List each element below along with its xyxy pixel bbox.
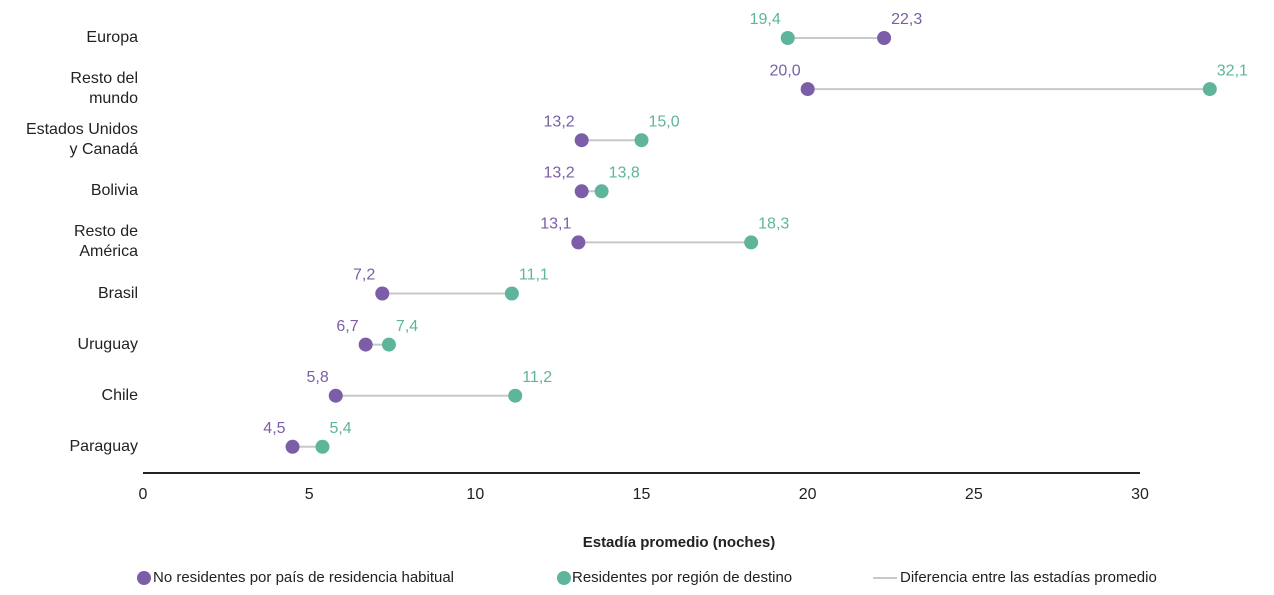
dot [571, 235, 586, 250]
dot [634, 133, 649, 148]
category-label: Bolivia [90, 182, 138, 200]
value-label: 7,4 [396, 318, 418, 335]
dot [315, 439, 330, 454]
category-label: Resto del mundo [70, 70, 138, 108]
dot [358, 337, 373, 352]
value-label: 11,2 [522, 369, 552, 386]
category-label: Chile [101, 386, 138, 404]
dot [285, 439, 300, 454]
dot [780, 31, 795, 45]
value-label: 15,0 [649, 113, 680, 130]
value-label: 20,0 [770, 62, 801, 79]
dot [504, 286, 519, 301]
legend-label: Residentes por región de destino [572, 569, 792, 586]
dot [800, 82, 815, 97]
x-tick-label: 5 [305, 486, 314, 503]
value-label: 13,8 [609, 165, 640, 182]
value-label: 13,2 [544, 113, 575, 130]
x-tick-label: 15 [633, 486, 651, 503]
value-label: 4,5 [263, 420, 285, 437]
value-label: 7,2 [353, 267, 375, 284]
value-label: 22,3 [891, 11, 922, 28]
x-tick-label: 0 [139, 486, 148, 503]
value-label: 19,4 [750, 11, 781, 28]
dot [877, 31, 892, 45]
value-label: 13,2 [544, 165, 575, 182]
category-label: Uruguay [77, 335, 138, 353]
legend-marker [557, 571, 571, 585]
legend-marker [137, 571, 151, 585]
value-label: 5,8 [307, 369, 329, 386]
dot [744, 235, 759, 250]
legend-label: No residentes por país de residencia hab… [153, 569, 454, 586]
value-label: 32,1 [1217, 62, 1248, 79]
dot [1202, 82, 1217, 97]
value-label: 6,7 [336, 318, 358, 335]
category-label: Europa [86, 29, 138, 46]
dot [594, 184, 609, 199]
x-tick-label: 30 [1131, 486, 1149, 503]
dot [328, 388, 343, 403]
legend-label: Diferencia entre las estadías promedio [900, 569, 1157, 586]
x-tick-label: 10 [466, 486, 484, 503]
dot [574, 133, 589, 148]
value-label: 18,3 [758, 216, 789, 233]
value-label: 5,4 [329, 420, 351, 437]
dot [375, 286, 390, 301]
x-tick-label: 25 [965, 486, 983, 503]
category-label: Paraguay [69, 437, 139, 455]
category-label: Brasil [97, 284, 138, 302]
category-label: Estados Unidos y Canadá [25, 121, 138, 159]
value-label: 13,1 [540, 216, 571, 233]
dot [381, 337, 396, 352]
x-axis-label: Estadía promedio (noches) [583, 534, 776, 551]
dot [574, 184, 589, 199]
dot [508, 388, 523, 403]
category-label: Resto de América [73, 223, 138, 261]
value-label: 11,1 [519, 267, 549, 284]
x-tick-label: 20 [799, 486, 817, 503]
